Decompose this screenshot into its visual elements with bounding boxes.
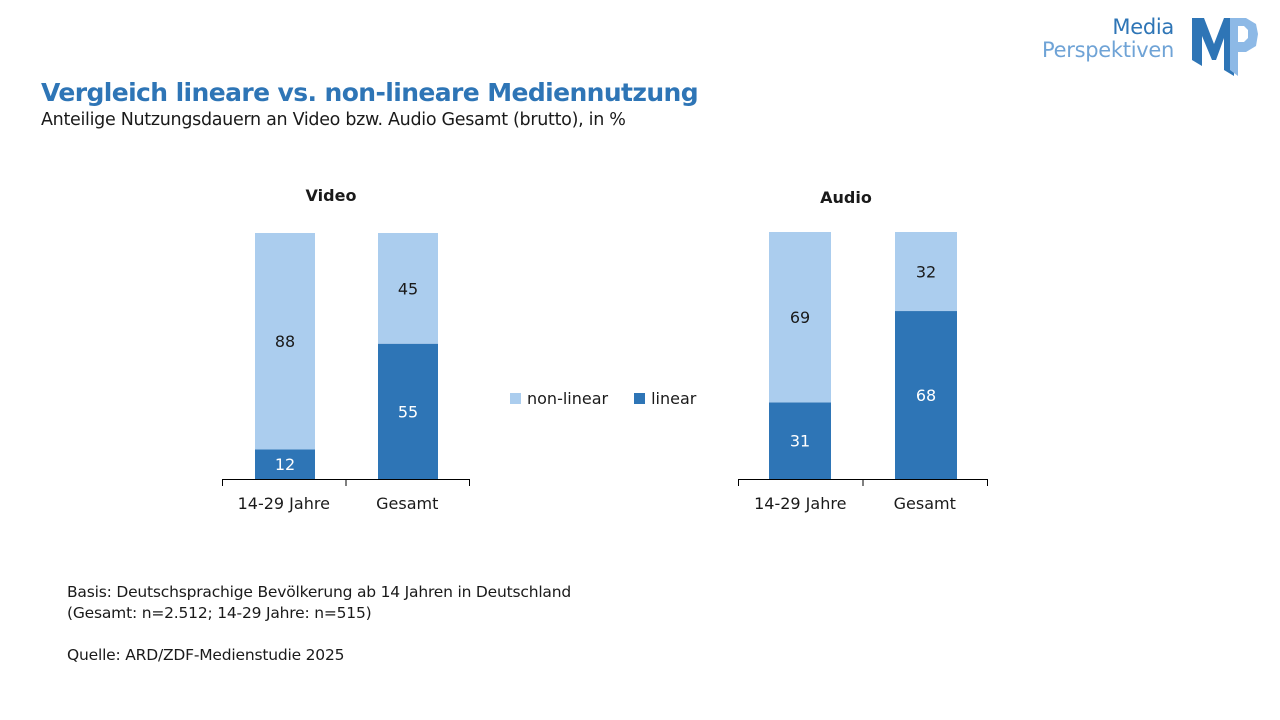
data-label-video-non-linear-0: 88 xyxy=(275,332,295,351)
category-label-audio-1: Gesamt xyxy=(894,494,956,513)
footnotes: Basis: Deutschsprachige Bevölkerung ab 1… xyxy=(67,582,571,666)
data-label-video-linear-1: 55 xyxy=(398,402,418,421)
page-title: Vergleich lineare vs. non-lineare Medien… xyxy=(41,78,699,107)
data-label-audio-linear-0: 31 xyxy=(790,432,810,451)
chart-title-audio: Audio xyxy=(820,188,872,207)
data-label-video-non-linear-1: 45 xyxy=(398,279,418,298)
data-label-audio-non-linear-1: 32 xyxy=(916,263,936,282)
source-note: Quelle: ARD/ZDF-Medienstudie 2025 xyxy=(67,646,345,664)
legend-label-linear: linear xyxy=(651,389,697,408)
logo-text-media: Media xyxy=(1112,15,1174,39)
page-subtitle: Anteilige Nutzungsdauern an Video bzw. A… xyxy=(41,110,626,130)
chart-title-video: Video xyxy=(305,186,357,205)
legend-item-linear: linear xyxy=(634,389,696,408)
data-label-audio-non-linear-0: 69 xyxy=(790,308,810,327)
basis-note: Basis: Deutschsprachige Bevölkerung ab 1… xyxy=(67,583,571,601)
bar-video-non-linear-1 xyxy=(378,233,438,344)
media-perspektiven-logo: Media Perspektiven xyxy=(1040,10,1270,76)
data-label-audio-linear-1: 68 xyxy=(916,386,936,405)
bar-audio-linear-0 xyxy=(769,402,831,479)
bar-video-linear-1 xyxy=(378,343,438,479)
mp-logo-icon xyxy=(1192,18,1258,76)
chart-legend: non-linear linear xyxy=(510,389,722,408)
legend-swatch-non-linear xyxy=(510,393,521,404)
legend-label-non-linear: non-linear xyxy=(527,389,609,408)
logo-text-perspektiven: Perspektiven xyxy=(1042,38,1174,62)
bar-audio-non-linear-1 xyxy=(895,232,957,312)
bar-video-linear-0 xyxy=(255,449,315,479)
category-label-audio-0: 14-29 Jahre xyxy=(754,494,846,513)
bar-video-non-linear-0 xyxy=(255,233,315,450)
legend-item-non-linear: non-linear xyxy=(510,389,608,408)
legend-swatch-linear xyxy=(634,393,646,404)
category-label-video-1: Gesamt xyxy=(376,494,438,513)
bar-audio-non-linear-0 xyxy=(769,232,831,403)
bar-audio-linear-1 xyxy=(895,311,957,479)
category-label-video-0: 14-29 Jahre xyxy=(238,494,330,513)
sample-size-note: (Gesamt: n=2.512; 14-29 Jahre: n=515) xyxy=(67,604,372,622)
data-label-video-linear-0: 12 xyxy=(275,455,295,474)
